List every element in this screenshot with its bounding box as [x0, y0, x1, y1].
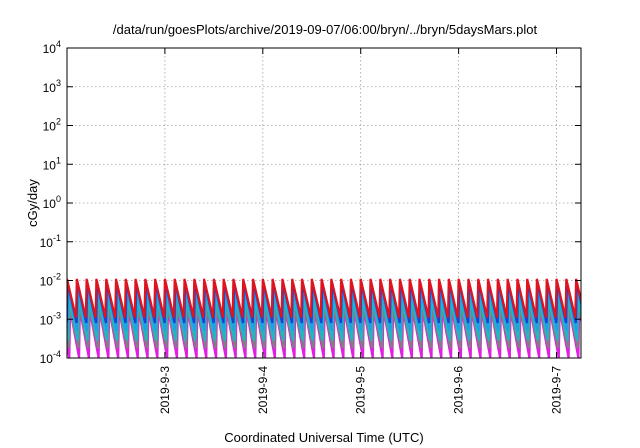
y-tick-label: 10-3 [40, 310, 61, 327]
y-tick-label: 10-1 [40, 233, 61, 250]
chart-title: /data/run/goesPlots/archive/2019-09-07/0… [113, 22, 538, 37]
y-tick-label: 103 [43, 78, 61, 95]
y-axis-label: cGy/day [25, 179, 40, 227]
axis-ticks [67, 47, 581, 359]
y-tick-label: 104 [43, 39, 61, 56]
y-tick-label: 10-4 [40, 349, 61, 366]
y-tick-label: 102 [43, 117, 61, 134]
x-tick-label: 2019-9-7 [550, 366, 564, 414]
x-tick-label: 2019-9-6 [452, 366, 466, 414]
x-tick-label: 2019-9-4 [256, 366, 270, 414]
series-line [67, 278, 581, 318]
y-tick-label: 100 [43, 194, 61, 211]
series-group [67, 278, 581, 358]
x-tick-label: 2019-9-5 [354, 366, 368, 414]
x-tick-labels: 2019-9-3 2019-9-4 2019-9-5 2019-9-6 2019-9-7 [158, 366, 564, 414]
x-tick-label: 2019-9-3 [158, 366, 172, 414]
y-tick-label: 101 [43, 155, 61, 172]
series-line [67, 297, 581, 341]
x-axis-label: Coordinated Universal Time (UTC) [224, 430, 423, 445]
y-tick-label: 10-2 [40, 272, 61, 289]
y-tick-labels: 10-4 10-3 10-2 10-1 100 101 102 103 104 [40, 39, 61, 366]
